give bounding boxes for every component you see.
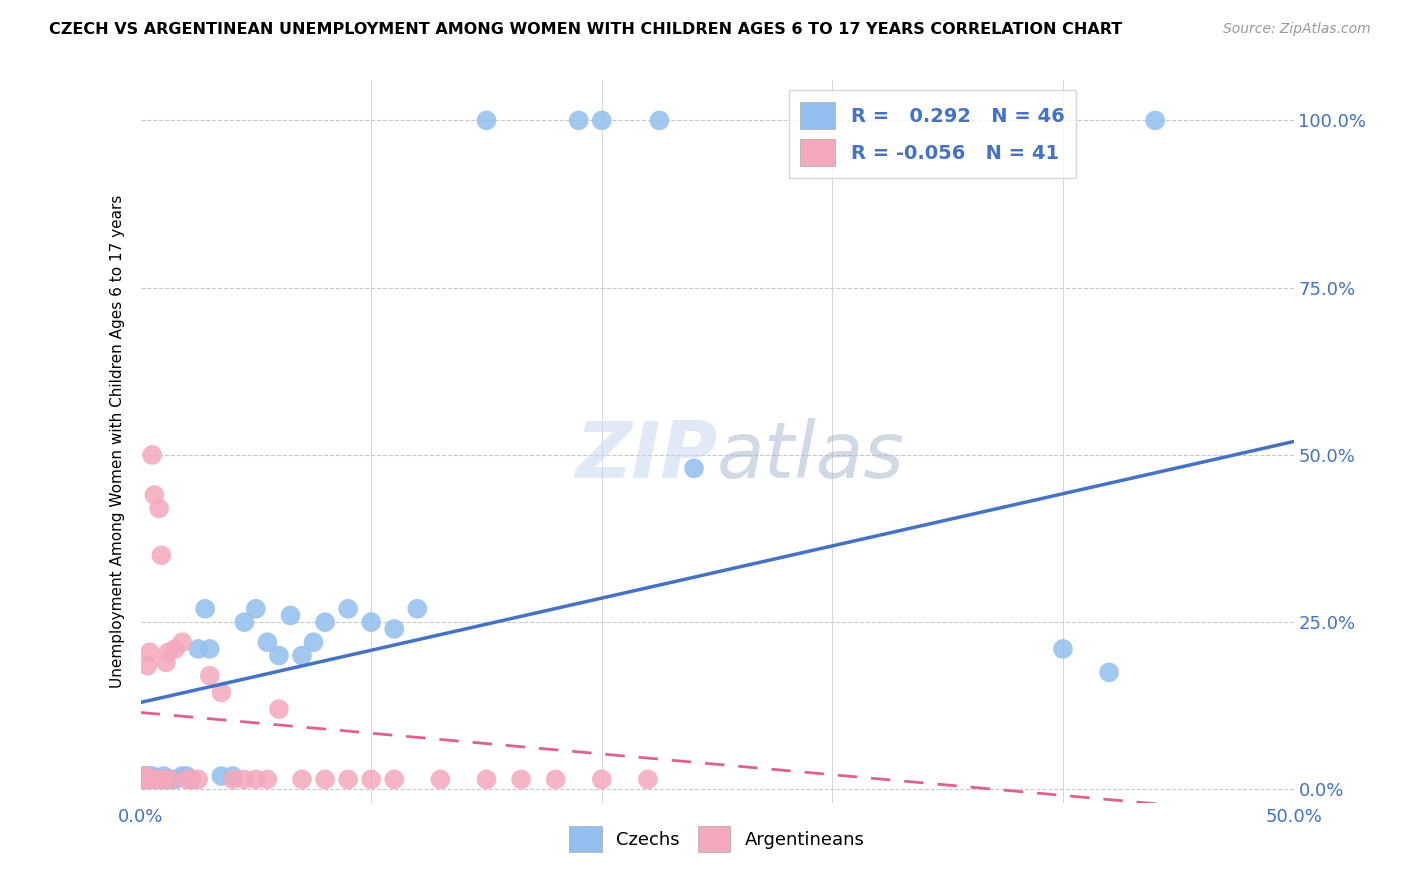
Point: [544, 772, 567, 787]
Point: [134, 769, 156, 783]
Point: [150, 548, 173, 563]
Point: [267, 648, 290, 663]
Point: [337, 772, 360, 787]
Point: [475, 113, 498, 128]
Point: [360, 772, 382, 787]
Point: [194, 602, 217, 616]
Point: [139, 645, 162, 659]
Legend: Czechs, Argentineans: Czechs, Argentineans: [562, 819, 872, 859]
Point: [157, 772, 180, 787]
Point: [132, 769, 155, 783]
Point: [145, 772, 167, 787]
Point: [198, 669, 221, 683]
Point: [139, 769, 162, 783]
Point: [1144, 113, 1167, 128]
Point: [152, 772, 174, 787]
Point: [198, 642, 221, 657]
Point: [291, 772, 314, 787]
Point: [314, 772, 336, 787]
Point: [233, 772, 256, 787]
Point: [141, 772, 163, 787]
Point: [1052, 642, 1074, 657]
Point: [475, 772, 498, 787]
Point: [510, 772, 533, 787]
Point: [143, 772, 166, 787]
Point: [180, 772, 202, 787]
Point: [136, 658, 159, 673]
Point: [222, 772, 245, 787]
Point: [222, 769, 245, 783]
Point: [141, 448, 163, 462]
Point: [382, 772, 405, 787]
Point: [187, 642, 209, 657]
Point: [245, 772, 267, 787]
Point: [159, 772, 181, 787]
Point: [148, 501, 170, 516]
Point: [136, 772, 159, 787]
Point: [314, 615, 336, 630]
Point: [150, 772, 173, 787]
Text: CZECH VS ARGENTINEAN UNEMPLOYMENT AMONG WOMEN WITH CHILDREN AGES 6 TO 17 YEARS C: CZECH VS ARGENTINEAN UNEMPLOYMENT AMONG …: [49, 22, 1122, 37]
Point: [143, 772, 166, 787]
Point: [648, 113, 671, 128]
Point: [165, 642, 187, 657]
Y-axis label: Unemployment Among Women with Children Ages 6 to 17 years: Unemployment Among Women with Children A…: [110, 194, 125, 689]
Point: [172, 769, 194, 783]
Point: [256, 772, 278, 787]
Point: [233, 615, 256, 630]
Point: [155, 655, 177, 669]
Point: [683, 461, 706, 475]
Point: [209, 685, 232, 699]
Point: [132, 769, 155, 783]
Point: [406, 602, 429, 616]
Point: [1098, 665, 1121, 680]
Point: [337, 602, 360, 616]
Point: [152, 772, 174, 787]
Point: [209, 769, 232, 783]
Point: [139, 772, 162, 787]
Text: Source: ZipAtlas.com: Source: ZipAtlas.com: [1223, 22, 1371, 37]
Point: [176, 769, 198, 783]
Point: [165, 772, 187, 787]
Point: [637, 772, 659, 787]
Point: [360, 615, 382, 630]
Point: [302, 635, 325, 649]
Point: [141, 769, 163, 783]
Point: [132, 772, 155, 787]
Point: [256, 635, 278, 649]
Point: [291, 648, 314, 663]
Point: [382, 622, 405, 636]
Point: [267, 702, 290, 716]
Point: [148, 772, 170, 787]
Point: [176, 772, 198, 787]
Point: [134, 772, 156, 787]
Point: [143, 488, 166, 502]
Point: [245, 602, 267, 616]
Point: [152, 769, 174, 783]
Point: [134, 769, 156, 783]
Point: [136, 772, 159, 787]
Point: [172, 635, 194, 649]
Point: [591, 113, 613, 128]
Point: [280, 608, 302, 623]
Point: [568, 113, 591, 128]
Point: [180, 772, 202, 787]
Point: [132, 772, 155, 787]
Point: [187, 772, 209, 787]
Point: [139, 772, 162, 787]
Point: [591, 772, 613, 787]
Text: atlas: atlas: [717, 418, 905, 494]
Point: [159, 772, 181, 787]
Point: [157, 645, 180, 659]
Point: [134, 772, 156, 787]
Point: [145, 772, 167, 787]
Point: [429, 772, 451, 787]
Text: ZIP: ZIP: [575, 418, 717, 494]
